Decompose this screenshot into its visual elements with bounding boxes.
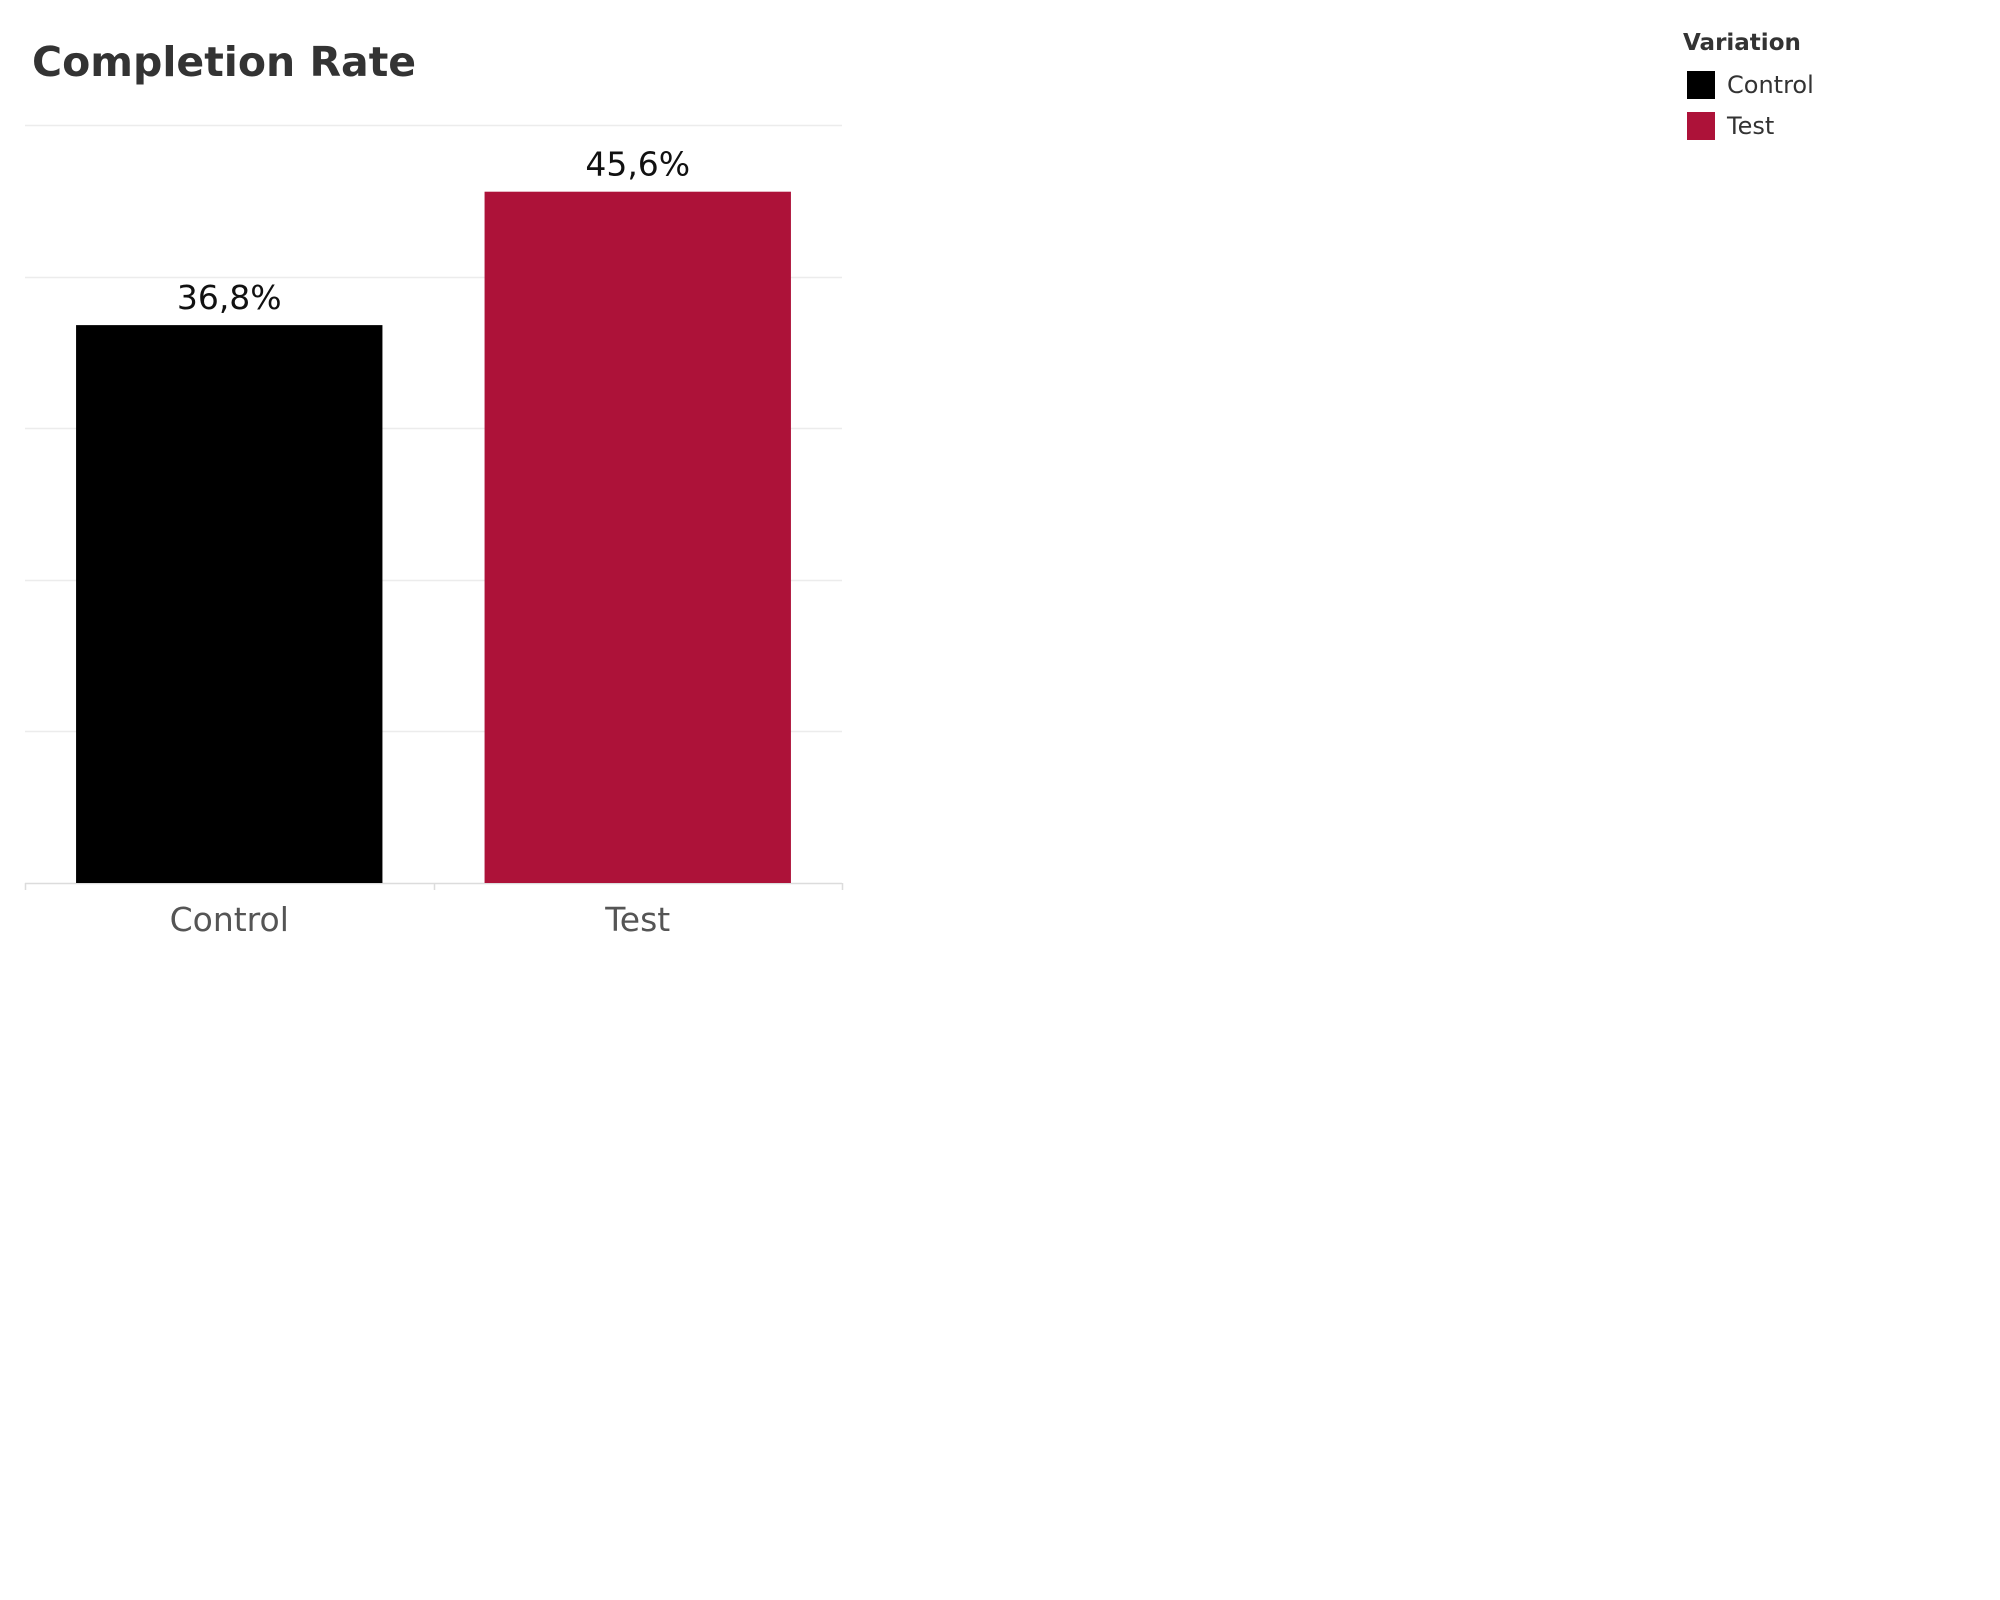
bar-test xyxy=(484,191,791,884)
legend-item-test[interactable]: Test xyxy=(1683,105,1814,146)
data-label-test: 45,6% xyxy=(585,145,690,184)
bar-control xyxy=(76,325,383,883)
x-tick-label-control: Control xyxy=(170,900,289,939)
legend-swatch-test xyxy=(1687,111,1715,140)
legend-label-test: Test xyxy=(1727,111,1775,140)
legend: Variation Control Test xyxy=(1683,30,1814,146)
chart-title: Completion Rate xyxy=(32,38,417,86)
legend-title: Variation xyxy=(1683,30,1801,56)
x-tick-label-test: Test xyxy=(604,900,670,939)
data-label-control: 36,8% xyxy=(177,278,282,317)
legend-item-control[interactable]: Control xyxy=(1683,64,1814,105)
legend-label-control: Control xyxy=(1727,70,1814,99)
legend-swatch-control xyxy=(1687,70,1715,99)
